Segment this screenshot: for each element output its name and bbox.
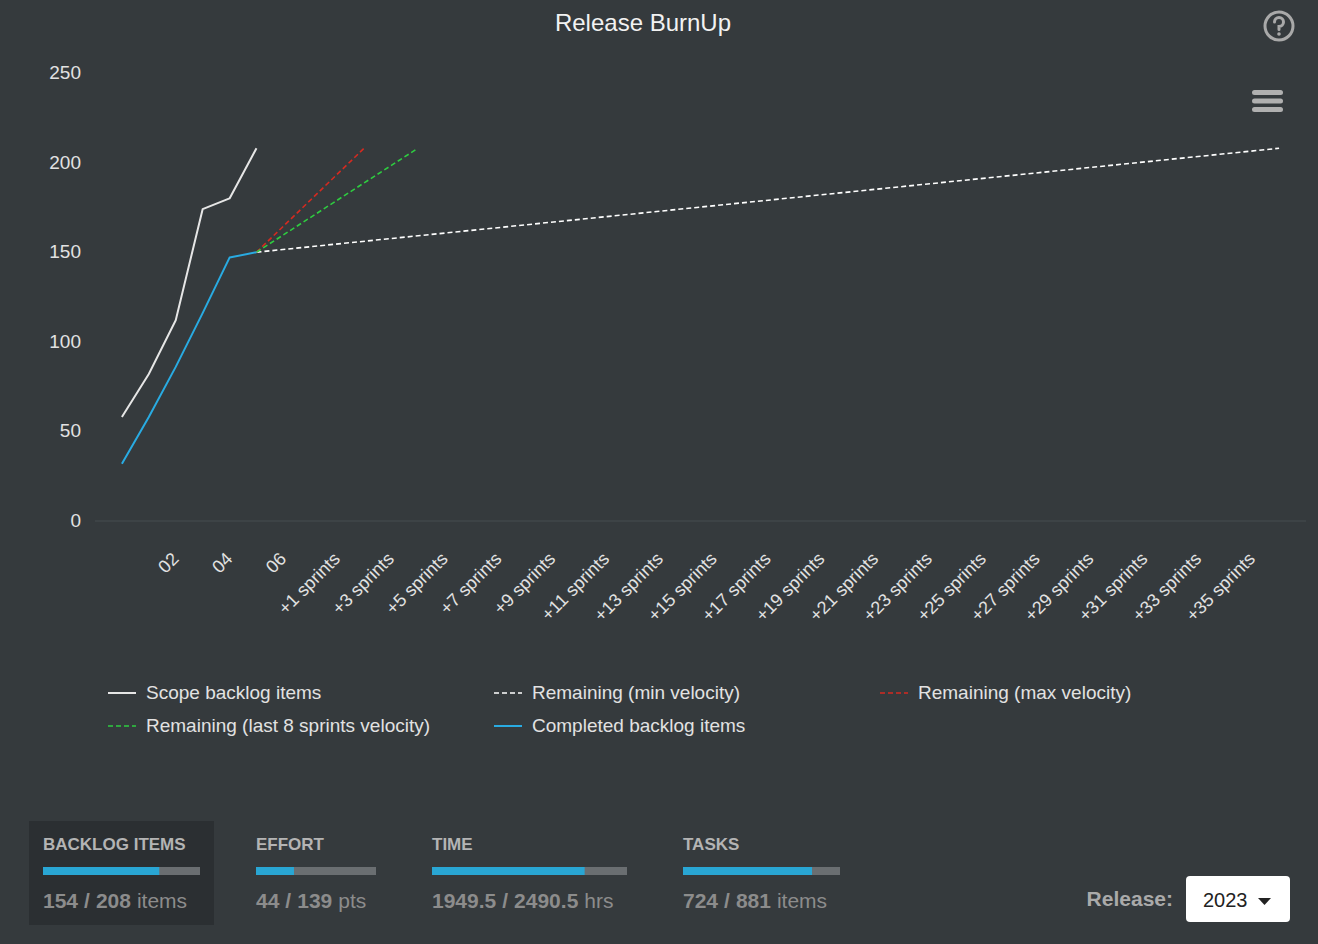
stat-total: 208 [96, 889, 131, 912]
stat-bar-track [43, 867, 200, 875]
stat-unit: pts [338, 889, 366, 912]
stat[interactable]: BACKLOG ITEMS 154 / 208 items [43, 835, 200, 912]
plot-series [122, 148, 1279, 463]
x-tick-label: 06 [262, 549, 290, 577]
stat-total: 2490.5 [514, 889, 579, 912]
stat-bar-track [256, 867, 376, 875]
stat-label: TIME [432, 835, 473, 854]
menu-bar [1252, 99, 1283, 104]
stat-bar-track [432, 867, 627, 875]
stat[interactable]: TASKS 724 / 881 items [683, 835, 840, 912]
help-dot [1277, 32, 1281, 36]
series-line [122, 252, 257, 463]
stat-value: 1949.5/ 2490.5hrs [432, 889, 614, 912]
legend-swatch [494, 692, 522, 694]
stat-bar-fill [43, 867, 159, 875]
stat-done: 724 [683, 889, 718, 912]
stat-unit: items [137, 889, 187, 912]
dropdown-caret [1258, 898, 1271, 905]
menu-icon[interactable] [1252, 90, 1283, 112]
legend-label: Scope backlog items [146, 682, 321, 703]
y-tick-label: 50 [60, 420, 81, 441]
x-tick-label: 02 [154, 549, 182, 577]
stat-bar-track [683, 867, 840, 875]
stat-separator: / [502, 889, 508, 912]
chart-root: Release BurnUp050100150200250020406+1 sp… [0, 0, 1318, 944]
y-tick-label: 0 [70, 510, 81, 531]
stat-label: BACKLOG ITEMS [43, 835, 186, 854]
stat[interactable]: EFFORT 44/ 139 pts [256, 835, 376, 912]
y-tick-label: 200 [49, 152, 81, 173]
stat-unit: items [777, 889, 827, 912]
series-line [256, 148, 364, 252]
help-icon[interactable] [1265, 12, 1293, 40]
release-dropdown[interactable]: 2023 [1186, 876, 1290, 922]
legend-swatch [108, 692, 136, 694]
dropdown-value: 2023 [1203, 889, 1248, 911]
stat-done: 154 [43, 889, 78, 912]
stat-value: 154 / 208 items [43, 889, 187, 912]
y-tick-label: 100 [49, 331, 81, 352]
series-line [122, 148, 257, 417]
legend-label: Completed backlog items [532, 715, 745, 736]
stat-done: 44 [256, 889, 280, 912]
stat-label: TASKS [683, 835, 739, 854]
menu-bar [1252, 90, 1283, 95]
x-tick-label: +35 sprints [1182, 549, 1259, 626]
x-axis-line [95, 521, 1306, 522]
legend-swatch [108, 725, 136, 727]
stat-total: 139 [297, 889, 332, 912]
stat-bar-fill [683, 867, 812, 875]
stat-label: EFFORT [256, 835, 325, 854]
stat-separator: / [84, 889, 90, 912]
help-glyph [1275, 18, 1284, 30]
legend-label: Remaining (max velocity) [918, 682, 1131, 703]
stat-value: 724 / 881 items [683, 889, 827, 912]
title: Release BurnUp [555, 9, 731, 36]
series-line [256, 148, 417, 252]
y-tick-label: 250 [49, 62, 81, 83]
stat[interactable]: TIME 1949.5/ 2490.5hrs [432, 835, 627, 912]
stat-separator: / [285, 889, 291, 912]
stat-bar-fill [256, 867, 294, 875]
stat-done: 1949.5 [432, 889, 497, 912]
release-label: Release: [1087, 887, 1173, 910]
stat-total: 881 [736, 889, 771, 912]
legend-label: Remaining (last 8 sprints velocity) [146, 715, 430, 736]
background [0, 0, 1318, 944]
series-line [256, 148, 1279, 252]
stat-separator: / [724, 889, 730, 912]
stat-selected-box [29, 821, 214, 925]
stat-value: 44/ 139 pts [256, 889, 366, 912]
legend-swatch [494, 725, 522, 727]
y-tick-label: 150 [49, 241, 81, 262]
help-circle [1265, 12, 1293, 40]
dropdown-box [1186, 876, 1290, 922]
menu-bar [1252, 107, 1283, 112]
legend-label: Remaining (min velocity) [532, 682, 740, 703]
stat-bar-fill [432, 867, 585, 875]
x-tick-label: 04 [208, 549, 236, 577]
stat-unit: hrs [584, 889, 613, 912]
legend-swatch [880, 692, 908, 694]
